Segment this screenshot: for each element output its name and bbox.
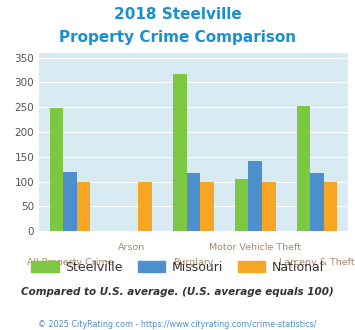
Text: 2018 Steelville: 2018 Steelville	[114, 7, 241, 21]
Bar	[262, 182, 275, 231]
Bar	[77, 182, 90, 231]
Text: Motor Vehicle Theft: Motor Vehicle Theft	[209, 243, 301, 252]
Bar	[173, 74, 187, 231]
Legend: Steelville, Missouri, National: Steelville, Missouri, National	[26, 256, 329, 279]
Bar	[248, 161, 262, 231]
Text: All Property Crime: All Property Crime	[27, 258, 113, 267]
Text: Arson: Arson	[118, 243, 145, 252]
Bar	[200, 182, 214, 231]
Text: Compared to U.S. average. (U.S. average equals 100): Compared to U.S. average. (U.S. average …	[21, 287, 334, 297]
Bar	[310, 173, 324, 231]
Bar	[187, 173, 200, 231]
Text: Property Crime Comparison: Property Crime Comparison	[59, 30, 296, 45]
Bar	[324, 182, 337, 231]
Text: Burglary: Burglary	[173, 258, 214, 267]
Text: © 2025 CityRating.com - https://www.cityrating.com/crime-statistics/: © 2025 CityRating.com - https://www.city…	[38, 320, 317, 329]
Bar	[138, 182, 152, 231]
Bar	[297, 106, 310, 231]
Text: Larceny & Theft: Larceny & Theft	[279, 258, 355, 267]
Bar	[63, 172, 77, 231]
Bar	[50, 108, 63, 231]
Bar	[235, 179, 248, 231]
